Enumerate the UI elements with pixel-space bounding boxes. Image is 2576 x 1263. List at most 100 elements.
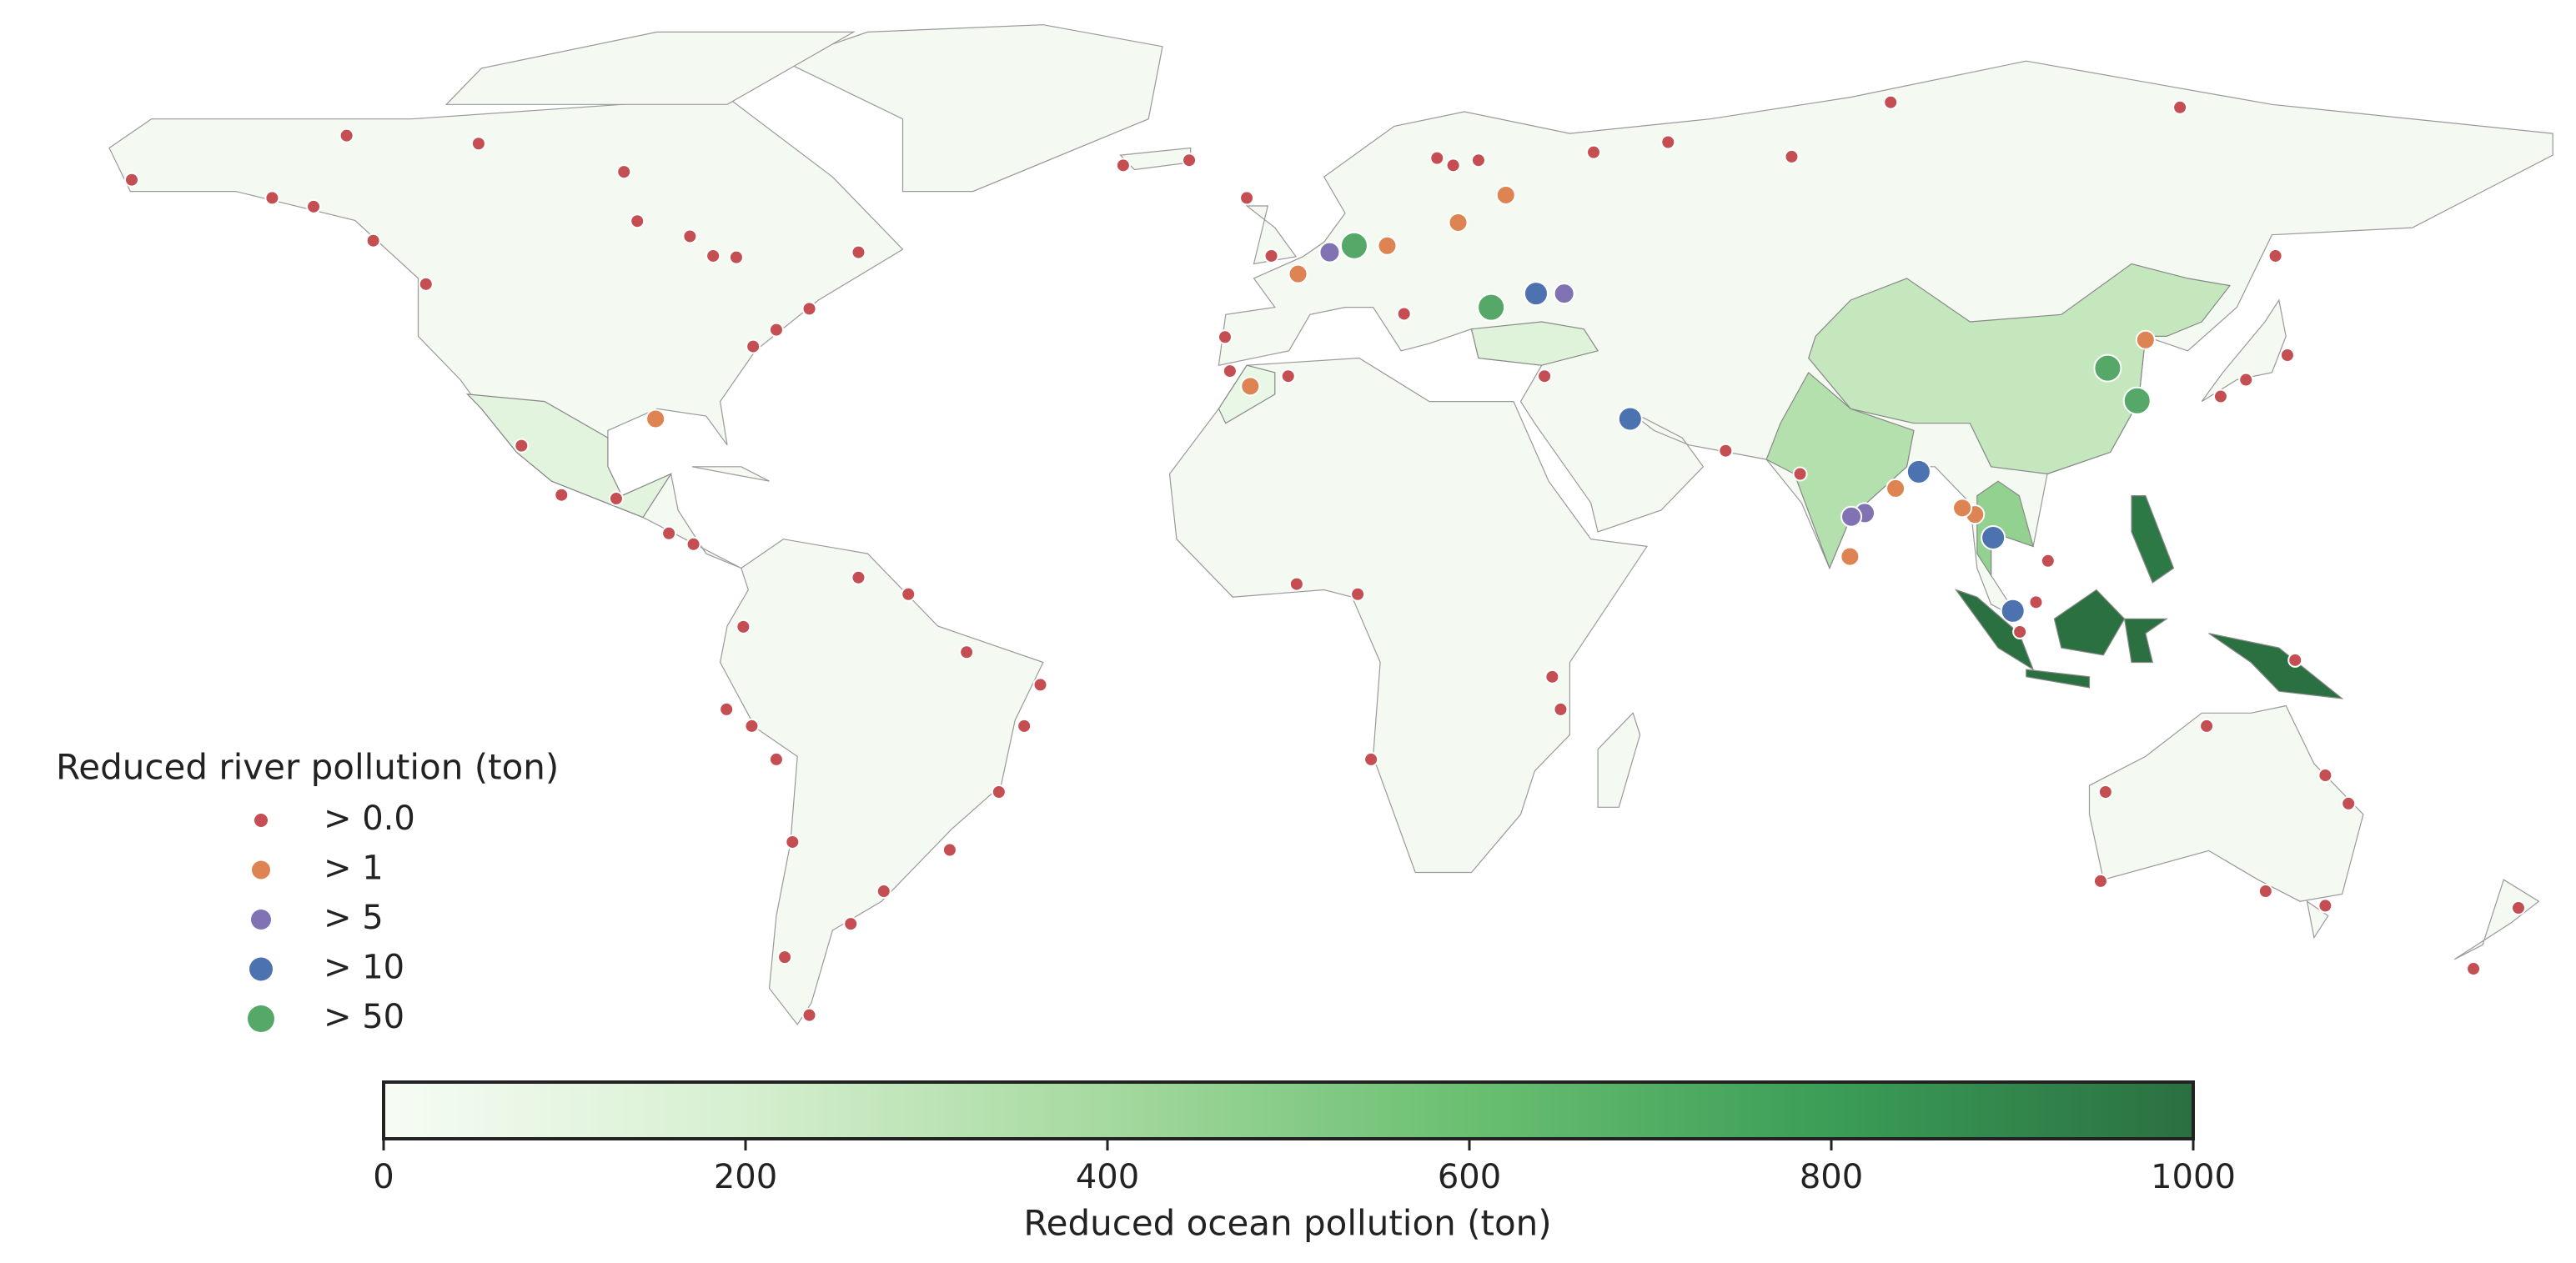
legend-label: > 1 xyxy=(324,850,384,888)
river-point xyxy=(2267,248,2283,263)
river-point xyxy=(608,491,624,507)
colorbar-tick-label: 400 xyxy=(1076,1158,1139,1196)
river-point xyxy=(991,784,1007,800)
river-points xyxy=(123,94,2526,1023)
river-point xyxy=(959,644,975,660)
legend: > 0.0 > 1 > 5 > 10 > 50 xyxy=(248,799,415,1036)
river-point xyxy=(1350,586,1366,602)
river-point xyxy=(616,164,632,180)
river-point xyxy=(1429,150,1445,166)
river-point xyxy=(1263,248,1279,263)
river-point xyxy=(801,301,817,317)
legend-marker xyxy=(252,860,270,880)
river-point xyxy=(1318,241,1341,263)
river-point xyxy=(2040,553,2056,569)
river-point xyxy=(719,701,735,717)
colorbar-tick-label: 1000 xyxy=(2151,1158,2236,1196)
colorbar: 0 200 400 600 800 1000 xyxy=(373,1080,2236,1196)
land-shape xyxy=(2088,704,2364,902)
river-point xyxy=(1617,406,1643,432)
river-point xyxy=(744,718,760,734)
river-point xyxy=(1477,293,1506,322)
river-point xyxy=(1017,718,1032,734)
river-point xyxy=(777,950,793,965)
colorbar-fill xyxy=(382,1080,2195,1140)
colorbar-tick-label: 600 xyxy=(1438,1158,1501,1196)
river-point xyxy=(1396,306,1412,322)
river-point xyxy=(2212,388,2228,404)
river-point xyxy=(2341,795,2357,811)
river-point xyxy=(264,190,280,206)
river-point xyxy=(682,228,698,244)
river-point xyxy=(2093,353,2122,383)
river-point xyxy=(2238,372,2254,388)
river-point xyxy=(1523,281,1549,307)
river-point xyxy=(306,198,322,214)
legend-marker xyxy=(254,814,268,827)
legend-label: > 10 xyxy=(324,949,404,987)
river-point xyxy=(2287,652,2303,668)
colorbar-label: Reduced ocean pollution (ton) xyxy=(1023,1203,1551,1244)
river-point xyxy=(1288,576,1304,592)
river-point xyxy=(1718,443,1734,459)
river-point xyxy=(630,213,645,229)
legend-label: > 5 xyxy=(324,899,384,937)
colorbar-tick-label: 0 xyxy=(373,1158,394,1196)
river-point xyxy=(768,322,784,338)
land-shape xyxy=(444,31,856,105)
river-point xyxy=(1952,498,1973,519)
river-point xyxy=(851,244,866,260)
land xyxy=(108,24,2553,1026)
river-point xyxy=(1660,134,1676,150)
land-shape xyxy=(691,466,770,482)
river-point xyxy=(746,338,761,354)
river-point xyxy=(365,233,381,248)
river-point xyxy=(2466,961,2482,977)
land-shape xyxy=(1597,712,1641,808)
river-point xyxy=(1537,368,1553,384)
river-point xyxy=(1906,459,1931,484)
region xyxy=(1954,589,2035,671)
region xyxy=(2026,669,2091,689)
region xyxy=(2053,589,2126,656)
river-point xyxy=(645,408,666,429)
river-point xyxy=(2510,900,2526,916)
river-point xyxy=(1840,546,1860,567)
river-point xyxy=(123,172,139,188)
river-point xyxy=(843,916,859,932)
river-point xyxy=(2012,624,2028,639)
land-shape xyxy=(781,24,1163,193)
region xyxy=(465,393,673,519)
river-point xyxy=(470,136,486,152)
region xyxy=(1976,480,2034,578)
river-point xyxy=(1222,363,1238,379)
river-point xyxy=(1784,148,1800,164)
river-point xyxy=(1586,144,1602,160)
land-shape xyxy=(1119,147,1192,171)
river-point xyxy=(1553,283,1575,305)
river-point xyxy=(1886,478,1906,499)
river-point xyxy=(2317,768,2333,784)
land-shape xyxy=(2453,879,2540,960)
river-point xyxy=(339,128,354,143)
colorbar-tick-label: 200 xyxy=(714,1158,777,1196)
river-point xyxy=(2135,329,2156,350)
river-point xyxy=(876,884,891,900)
river-point xyxy=(901,586,916,602)
river-point xyxy=(1981,524,2006,550)
river-point xyxy=(554,487,570,503)
river-point xyxy=(1280,368,1296,384)
river-point xyxy=(1544,669,1560,684)
river-point xyxy=(685,536,701,552)
river-point xyxy=(1377,235,1398,256)
river-point xyxy=(2028,594,2044,610)
river-point xyxy=(1840,505,1863,528)
region xyxy=(1470,321,1599,366)
river-point xyxy=(1288,263,1308,284)
river-point xyxy=(2257,884,2273,900)
regions xyxy=(465,263,2344,699)
river-point xyxy=(2097,784,2113,800)
river-point xyxy=(2199,718,2215,734)
river-point xyxy=(942,842,957,858)
